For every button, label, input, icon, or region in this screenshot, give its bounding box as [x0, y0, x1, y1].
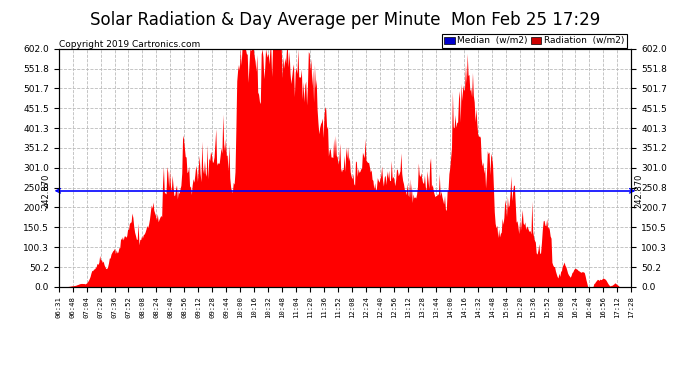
Text: 242.870: 242.870 [41, 174, 50, 208]
Text: Solar Radiation & Day Average per Minute  Mon Feb 25 17:29: Solar Radiation & Day Average per Minute… [90, 11, 600, 29]
Text: Copyright 2019 Cartronics.com: Copyright 2019 Cartronics.com [59, 40, 200, 49]
Legend: Median  (w/m2), Radiation  (w/m2): Median (w/m2), Radiation (w/m2) [442, 34, 627, 48]
Text: 242.870: 242.870 [634, 174, 643, 208]
